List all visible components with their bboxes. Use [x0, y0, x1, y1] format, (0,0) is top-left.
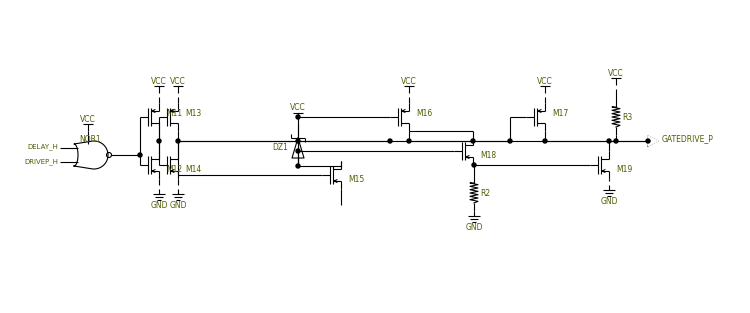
Text: GND: GND	[170, 201, 187, 209]
Text: VCC: VCC	[537, 76, 553, 85]
Circle shape	[471, 139, 475, 143]
Circle shape	[614, 139, 618, 143]
Text: VCC: VCC	[80, 115, 96, 124]
Text: M16: M16	[416, 109, 432, 117]
Circle shape	[296, 149, 300, 153]
Circle shape	[407, 139, 411, 143]
Text: M14: M14	[185, 165, 201, 173]
Text: GND: GND	[600, 197, 618, 206]
Polygon shape	[648, 136, 658, 146]
Circle shape	[508, 139, 512, 143]
Circle shape	[296, 115, 300, 119]
Text: M17: M17	[552, 109, 568, 117]
Text: NOR1: NOR1	[80, 135, 100, 143]
Text: M12: M12	[166, 165, 182, 173]
Text: VCC: VCC	[401, 76, 417, 85]
Circle shape	[296, 164, 300, 168]
Text: VCC: VCC	[608, 69, 624, 78]
Circle shape	[388, 139, 392, 143]
Circle shape	[176, 139, 180, 143]
Text: GND: GND	[150, 201, 168, 209]
Circle shape	[543, 139, 547, 143]
Text: M19: M19	[616, 165, 632, 173]
Text: GND: GND	[465, 223, 483, 232]
Circle shape	[646, 139, 650, 143]
Circle shape	[296, 139, 300, 143]
Text: M18: M18	[480, 151, 496, 160]
Text: VCC: VCC	[170, 76, 186, 85]
Text: M15: M15	[348, 175, 364, 183]
Text: GATEDRIVE_P: GATEDRIVE_P	[662, 135, 714, 143]
Text: DZ1: DZ1	[272, 143, 288, 152]
Circle shape	[157, 139, 161, 143]
Text: DRIVEP_H: DRIVEP_H	[24, 159, 58, 165]
Circle shape	[607, 139, 611, 143]
Text: VCC: VCC	[290, 104, 306, 112]
Text: M13: M13	[185, 109, 201, 117]
Text: DELAY_H: DELAY_H	[27, 144, 58, 150]
Text: VCC: VCC	[151, 76, 166, 85]
Text: R2: R2	[480, 188, 490, 198]
Circle shape	[472, 163, 476, 167]
Text: R3: R3	[622, 112, 632, 121]
Circle shape	[138, 153, 142, 157]
Text: M11: M11	[166, 109, 182, 117]
